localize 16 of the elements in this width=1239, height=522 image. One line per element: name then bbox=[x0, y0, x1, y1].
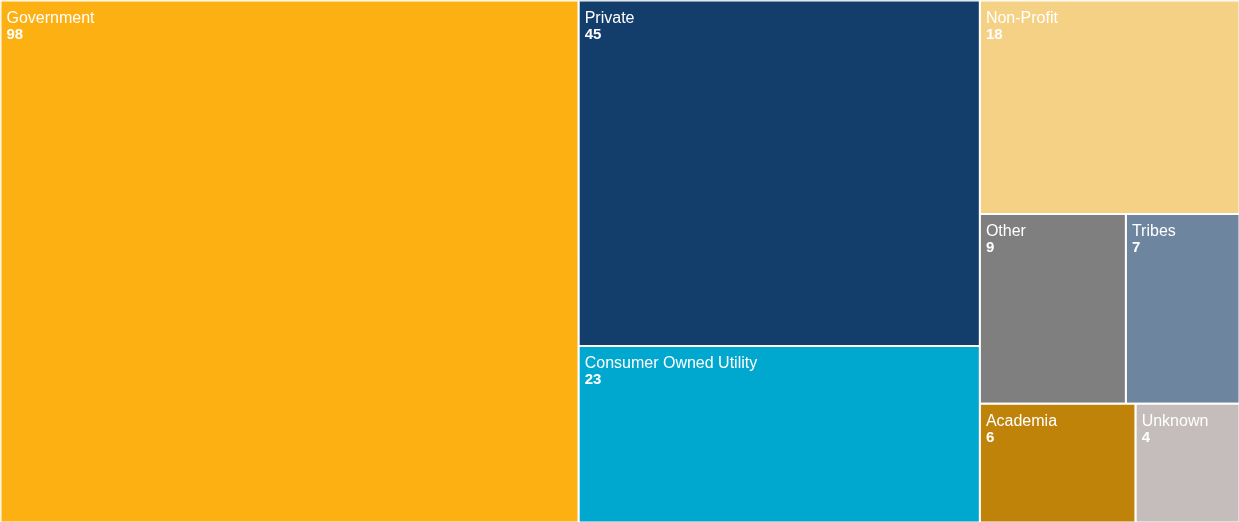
data-label: 23 bbox=[584, 369, 602, 387]
category-label: Private bbox=[584, 8, 635, 26]
category-label: Tribes bbox=[1131, 222, 1176, 240]
data-label: 9 bbox=[985, 238, 995, 256]
category-label: Consumer Owned Utility bbox=[584, 353, 758, 371]
data-label: 98 bbox=[6, 24, 24, 42]
category-label: Other bbox=[985, 222, 1027, 240]
category-label: Unknown bbox=[1141, 411, 1209, 429]
data-label: 45 bbox=[584, 24, 602, 42]
data-label: 7 bbox=[1131, 238, 1141, 256]
category-label: Non-Profit bbox=[985, 8, 1059, 26]
category-label: Academia bbox=[985, 411, 1058, 429]
data-label: 4 bbox=[1141, 427, 1151, 445]
data-label: 18 bbox=[985, 24, 1003, 42]
category-label: Government bbox=[6, 8, 96, 26]
data-label: 6 bbox=[985, 427, 995, 445]
